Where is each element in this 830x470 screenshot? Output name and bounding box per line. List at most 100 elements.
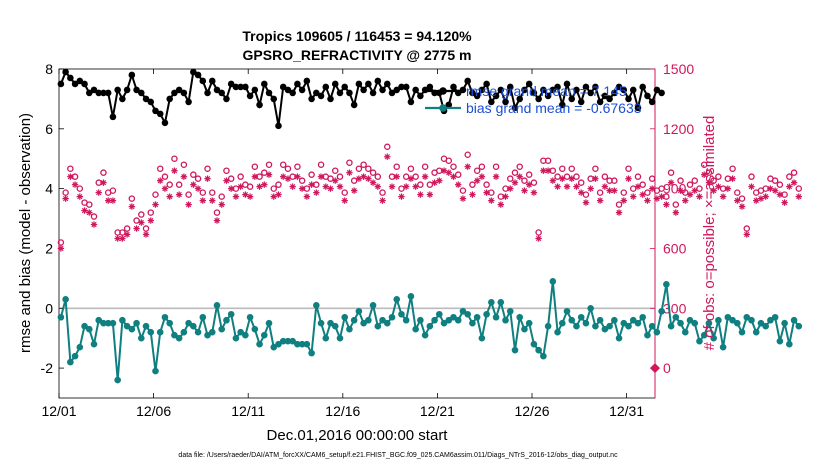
rmse-point bbox=[289, 89, 296, 97]
obs-possible-point bbox=[294, 163, 301, 170]
rmse-point bbox=[379, 86, 386, 94]
asterisk-stroke bbox=[621, 197, 627, 204]
obs-assimilated-point bbox=[724, 185, 732, 192]
obs-possible-point bbox=[577, 179, 585, 186]
rmse-point bbox=[284, 86, 292, 94]
bias-point bbox=[270, 343, 278, 351]
bias-point bbox=[734, 319, 741, 327]
obs-assimilated-point bbox=[133, 225, 140, 232]
obs-assimilated-point bbox=[535, 235, 542, 242]
asterisk-stroke bbox=[294, 174, 301, 180]
obs-assimilated-point bbox=[483, 189, 490, 196]
obs-assimilated-point bbox=[81, 207, 88, 214]
obs-possible-point bbox=[511, 169, 519, 176]
bias-point bbox=[611, 316, 618, 324]
rmse-point bbox=[544, 92, 552, 100]
bias-point bbox=[260, 331, 268, 339]
asterisk-stroke bbox=[365, 176, 372, 182]
asterisk-stroke bbox=[436, 177, 442, 184]
asterisk-stroke bbox=[677, 187, 684, 194]
obs-possible-point bbox=[270, 185, 277, 192]
asterisk-stroke bbox=[772, 187, 778, 194]
bias-point bbox=[506, 307, 514, 315]
asterisk-stroke bbox=[133, 225, 140, 232]
bias-point bbox=[327, 319, 334, 327]
asterisk-stroke bbox=[781, 199, 788, 206]
bias-point bbox=[554, 328, 561, 336]
obs-assimilated-point bbox=[502, 193, 509, 200]
legend-rmse-marker bbox=[439, 87, 447, 95]
bias-point bbox=[62, 296, 69, 303]
rmse-point bbox=[76, 77, 84, 85]
rmse-point bbox=[450, 83, 457, 91]
x-axis-ticks: 12/01 12/06 12/11 12/16 12/21 12/26 12/31 bbox=[41, 69, 644, 419]
obs-possible-point bbox=[620, 189, 628, 196]
asterisk-stroke bbox=[256, 183, 263, 190]
bias-point bbox=[208, 328, 216, 336]
obs-assimilated-point bbox=[171, 167, 178, 174]
obs-possible-point bbox=[525, 171, 533, 178]
obs-assimilated-point bbox=[384, 153, 391, 160]
rmse-point bbox=[611, 89, 618, 97]
asterisk-stroke bbox=[356, 176, 362, 182]
obs-assimilated-point bbox=[667, 179, 675, 186]
obs-assimilated-point bbox=[152, 201, 159, 208]
asterisk-stroke bbox=[578, 189, 584, 196]
bias-point bbox=[540, 352, 547, 360]
bias-point bbox=[729, 316, 736, 324]
bias-point bbox=[478, 334, 486, 342]
obs-assimilated-point bbox=[128, 203, 136, 210]
obs-assimilated-point bbox=[549, 177, 557, 184]
bias-point bbox=[355, 307, 363, 315]
asterisk-stroke bbox=[119, 235, 126, 242]
obs-possible-point bbox=[67, 165, 74, 172]
asterisk-stroke bbox=[332, 177, 338, 184]
rmse-point bbox=[171, 89, 178, 97]
asterisk-stroke bbox=[663, 201, 670, 208]
obs-assimilated-point bbox=[464, 163, 471, 170]
rmse-point bbox=[109, 113, 117, 121]
obs-assimilated-point bbox=[360, 173, 367, 180]
bias-point bbox=[412, 325, 419, 333]
obs-assimilated-point bbox=[795, 193, 802, 200]
bias-point bbox=[781, 319, 788, 327]
obs-possible-point bbox=[407, 165, 415, 172]
rmse-point bbox=[587, 89, 594, 97]
obs-assimilated-point bbox=[256, 183, 263, 190]
rmse-point bbox=[502, 98, 509, 106]
obs-assimilated-series bbox=[57, 153, 802, 252]
bias-point bbox=[596, 316, 604, 324]
rmse-point bbox=[525, 80, 533, 88]
bias-point bbox=[388, 313, 396, 321]
rmse-point bbox=[355, 80, 363, 88]
bias-point bbox=[691, 319, 699, 327]
bias-point bbox=[256, 340, 263, 348]
obs-possible-point bbox=[516, 163, 523, 170]
obs-possible-point bbox=[478, 163, 486, 170]
asterisk-stroke bbox=[308, 181, 315, 188]
asterisk-stroke bbox=[786, 183, 793, 190]
footer-data-file: data file: /Users/raeder/DAI/ATM_forcXX/… bbox=[178, 452, 618, 459]
asterisk-stroke bbox=[654, 195, 660, 202]
obs-possible-point bbox=[246, 183, 254, 190]
obs-possible-point bbox=[596, 189, 604, 196]
asterisk-stroke bbox=[763, 193, 769, 200]
obs-possible-point bbox=[634, 173, 642, 180]
asterisk-stroke bbox=[72, 181, 78, 188]
bias-point bbox=[757, 319, 765, 327]
obs-assimilated-point bbox=[86, 209, 93, 216]
asterisk-stroke bbox=[701, 172, 707, 178]
asterisk-stroke bbox=[630, 193, 636, 200]
bias-point bbox=[417, 316, 424, 324]
asterisk-stroke bbox=[275, 191, 282, 198]
rmse-point bbox=[464, 77, 471, 85]
obs-possible-point bbox=[275, 181, 282, 188]
bias-point bbox=[194, 328, 202, 336]
obs-assimilated-point bbox=[748, 183, 755, 190]
obs-possible-point bbox=[625, 165, 632, 172]
asterisk-stroke bbox=[77, 193, 83, 200]
asterisk-stroke bbox=[375, 183, 381, 190]
obs-assimilated-point bbox=[421, 173, 429, 180]
obs-possible-point bbox=[237, 173, 244, 180]
